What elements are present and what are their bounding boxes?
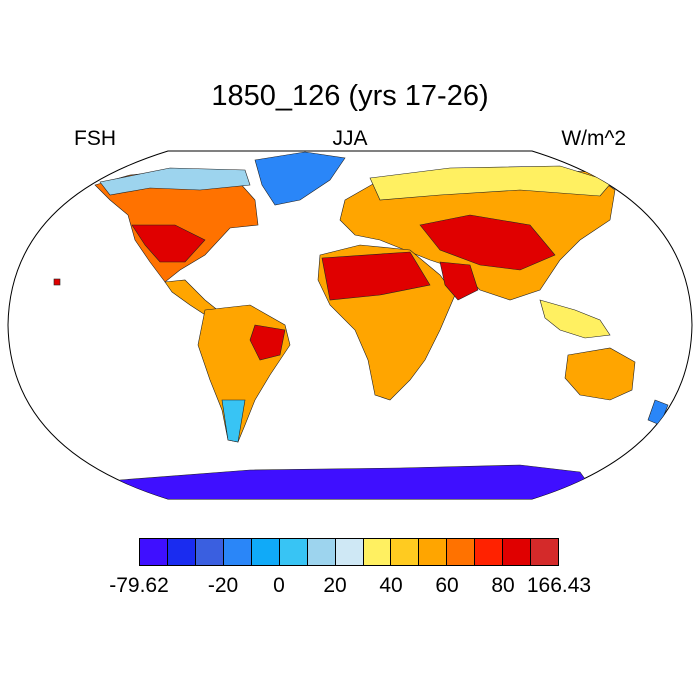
land-na-north <box>99 167 251 196</box>
colorbar-swatch <box>419 539 448 565</box>
land-eurasia-north <box>369 165 613 201</box>
season-label: JJA <box>332 127 368 150</box>
colorbar-swatch <box>167 539 196 565</box>
colorbar-swatch <box>279 539 308 565</box>
colorbar-swatch <box>447 539 476 565</box>
land-se-asia <box>539 299 611 339</box>
land-pacific-island <box>53 278 61 286</box>
colorbar-tick-label: -79.62 <box>109 574 169 597</box>
land-sa-hot <box>249 324 286 361</box>
colorbar-swatch <box>335 539 364 565</box>
colorbar-swatch <box>251 539 280 565</box>
colorbar-tick-label: 20 <box>323 574 347 597</box>
colorbar-tick-label: 166.43 <box>526 574 592 597</box>
colorbar-swatch <box>475 539 504 565</box>
land-sa-south <box>221 399 246 443</box>
colorbar-tick-label: 80 <box>491 574 515 597</box>
colorbar-swatch <box>531 539 559 565</box>
land-arabia <box>439 261 479 301</box>
colorbar-tick-label: 0 <box>273 574 285 597</box>
units-label: W/m^2 <box>561 127 626 150</box>
colorbar-tick-label: 60 <box>435 574 459 597</box>
colorbar-swatch <box>503 539 532 565</box>
colorbar-swatch <box>363 539 392 565</box>
colorbar-swatch <box>391 539 420 565</box>
land-na-hot <box>131 224 206 263</box>
variable-label: FSH <box>74 127 116 150</box>
colorbar-swatch <box>307 539 336 565</box>
land-antarctica <box>99 464 601 499</box>
land-australia <box>564 347 636 401</box>
colorbar-swatch <box>195 539 224 565</box>
colorbar-tick-label: 40 <box>379 574 403 597</box>
land-africa-sahara <box>321 251 431 301</box>
map-title: 1850_126 (yrs 17-26) <box>211 80 489 112</box>
colorbar-swatch <box>140 539 168 565</box>
colorbar-swatch <box>223 539 252 565</box>
colorbar-tick-label: -20 <box>207 574 239 597</box>
land-greenland <box>254 151 346 206</box>
colorbar <box>139 538 559 566</box>
land-asia-hot <box>419 214 556 271</box>
